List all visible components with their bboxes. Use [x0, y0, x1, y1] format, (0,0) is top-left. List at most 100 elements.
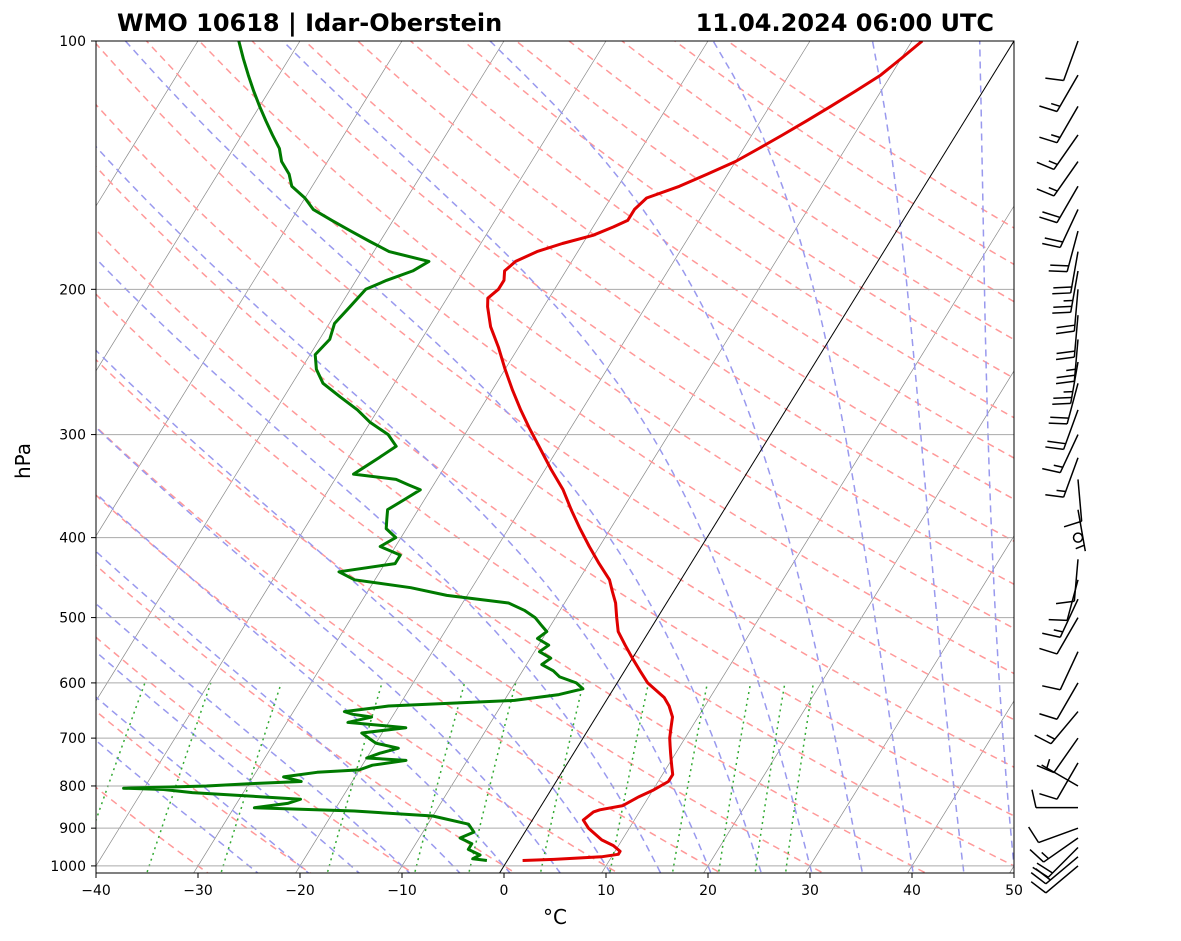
x-tick-label: −30 — [183, 883, 213, 899]
barb-flag — [1050, 264, 1069, 267]
barb-shaft — [1038, 827, 1079, 844]
barb-flag — [1042, 211, 1061, 219]
barb-flag — [1039, 216, 1058, 224]
barb-shaft — [1062, 40, 1079, 81]
wind-barb — [1048, 383, 1079, 425]
barb-half-flag — [1053, 629, 1063, 633]
barb-flag — [1030, 881, 1047, 894]
barb-flag — [1056, 324, 1075, 329]
isotherm-line — [96, 41, 301, 372]
barb-shaft — [1053, 737, 1079, 773]
barb-flag — [1053, 396, 1072, 400]
y-tick-label: 400 — [59, 531, 86, 547]
barb-shaft — [1077, 479, 1083, 522]
wind-barb — [1045, 457, 1079, 498]
barb-shaft — [1056, 105, 1079, 144]
x-tick-label: −20 — [285, 883, 315, 899]
wind-barb — [1052, 270, 1079, 314]
x-axis-label: °C — [543, 905, 567, 929]
dry-adiabat — [96, 293, 928, 873]
barb-shaft — [1073, 289, 1079, 332]
mixing-ratio-line — [539, 682, 584, 873]
wind-barb — [1052, 361, 1079, 405]
wind-barb — [1042, 598, 1079, 639]
dry-adiabats — [96, 41, 1014, 873]
isotherm-line — [907, 700, 1014, 873]
y-tick-label: 200 — [59, 282, 86, 298]
wind-barb — [1041, 758, 1079, 787]
barb-flag — [1052, 311, 1071, 314]
barb-flag — [1029, 849, 1045, 863]
datetime-title: 11.04.2024 06:00 UTC — [696, 9, 994, 37]
barb-shaft — [1050, 711, 1079, 745]
barb-shaft — [1069, 361, 1079, 404]
barb-flag — [1039, 105, 1058, 113]
dry-adiabat — [357, 41, 1014, 501]
wind-barb — [1042, 434, 1079, 474]
barb-flag — [1042, 632, 1061, 639]
barb-half-flag — [1046, 734, 1056, 740]
barb-flag — [1036, 188, 1055, 197]
moist-adiabat — [96, 650, 361, 873]
barb-flag — [1055, 356, 1075, 361]
moist-adiabat — [96, 349, 612, 873]
y-tick-label: 600 — [59, 676, 86, 692]
dry-adiabat — [96, 710, 312, 873]
barb-shaft — [1053, 161, 1079, 197]
barb-half-flag — [1066, 368, 1076, 372]
barb-flag — [1056, 374, 1075, 379]
barb-half-flag — [1048, 160, 1058, 166]
barb-half-flag — [1041, 851, 1050, 860]
profiles — [122, 41, 924, 862]
barb-flag — [1036, 862, 1053, 874]
barb-shaft — [1073, 315, 1079, 358]
wind-barb — [1039, 105, 1079, 144]
x-tick-label: 10 — [597, 883, 615, 899]
barb-flag — [1042, 242, 1061, 249]
barb-flag — [1045, 494, 1064, 498]
barb-flag — [1034, 734, 1052, 745]
moist-adiabat — [96, 426, 562, 873]
wind-barb — [1042, 651, 1079, 691]
barb-shaft — [1059, 434, 1079, 473]
barb-flag — [1048, 270, 1068, 273]
station-title: WMO 10618 | Idar-Oberstein — [117, 9, 502, 37]
wind-barb — [1052, 251, 1079, 295]
barb-flag — [1052, 402, 1071, 405]
moist-adiabat — [96, 550, 461, 873]
barb-half-flag — [1046, 758, 1051, 769]
barb-flag — [1031, 789, 1037, 808]
moist-adiabat — [712, 41, 914, 873]
x-tick-label: 50 — [1005, 883, 1023, 899]
barb-shaft — [1059, 598, 1079, 638]
barb-flag — [1030, 872, 1047, 885]
wind-barb — [1032, 846, 1079, 878]
barb-shaft — [1059, 651, 1079, 691]
barb-half-flag — [1048, 186, 1058, 192]
mixing-ratio-line — [146, 682, 212, 873]
barb-flag — [1048, 618, 1068, 622]
barb-flag — [1039, 713, 1058, 720]
barb-shaft — [1047, 846, 1079, 878]
wind-barb — [1027, 826, 1079, 844]
barb-flag — [1055, 330, 1075, 335]
mixing-ratio-line — [96, 682, 146, 823]
y-tick-label: 700 — [59, 731, 86, 747]
barb-shaft — [1056, 74, 1079, 112]
barb-half-flag — [1056, 489, 1066, 493]
barb-flag — [1039, 647, 1058, 655]
wind-barb — [1031, 789, 1078, 809]
wind-barb — [1029, 837, 1079, 863]
x-tick-label: 30 — [801, 883, 819, 899]
isotherm-line — [601, 205, 1014, 873]
barb-flag — [1039, 792, 1058, 800]
wind-barb — [1055, 559, 1079, 605]
isotherm-line — [96, 41, 505, 702]
wind-barb — [1039, 617, 1079, 655]
barb-flag — [1048, 422, 1068, 425]
wind-barb — [1045, 40, 1079, 82]
wind-barb — [1048, 230, 1079, 273]
barb-shaft — [1073, 559, 1079, 602]
